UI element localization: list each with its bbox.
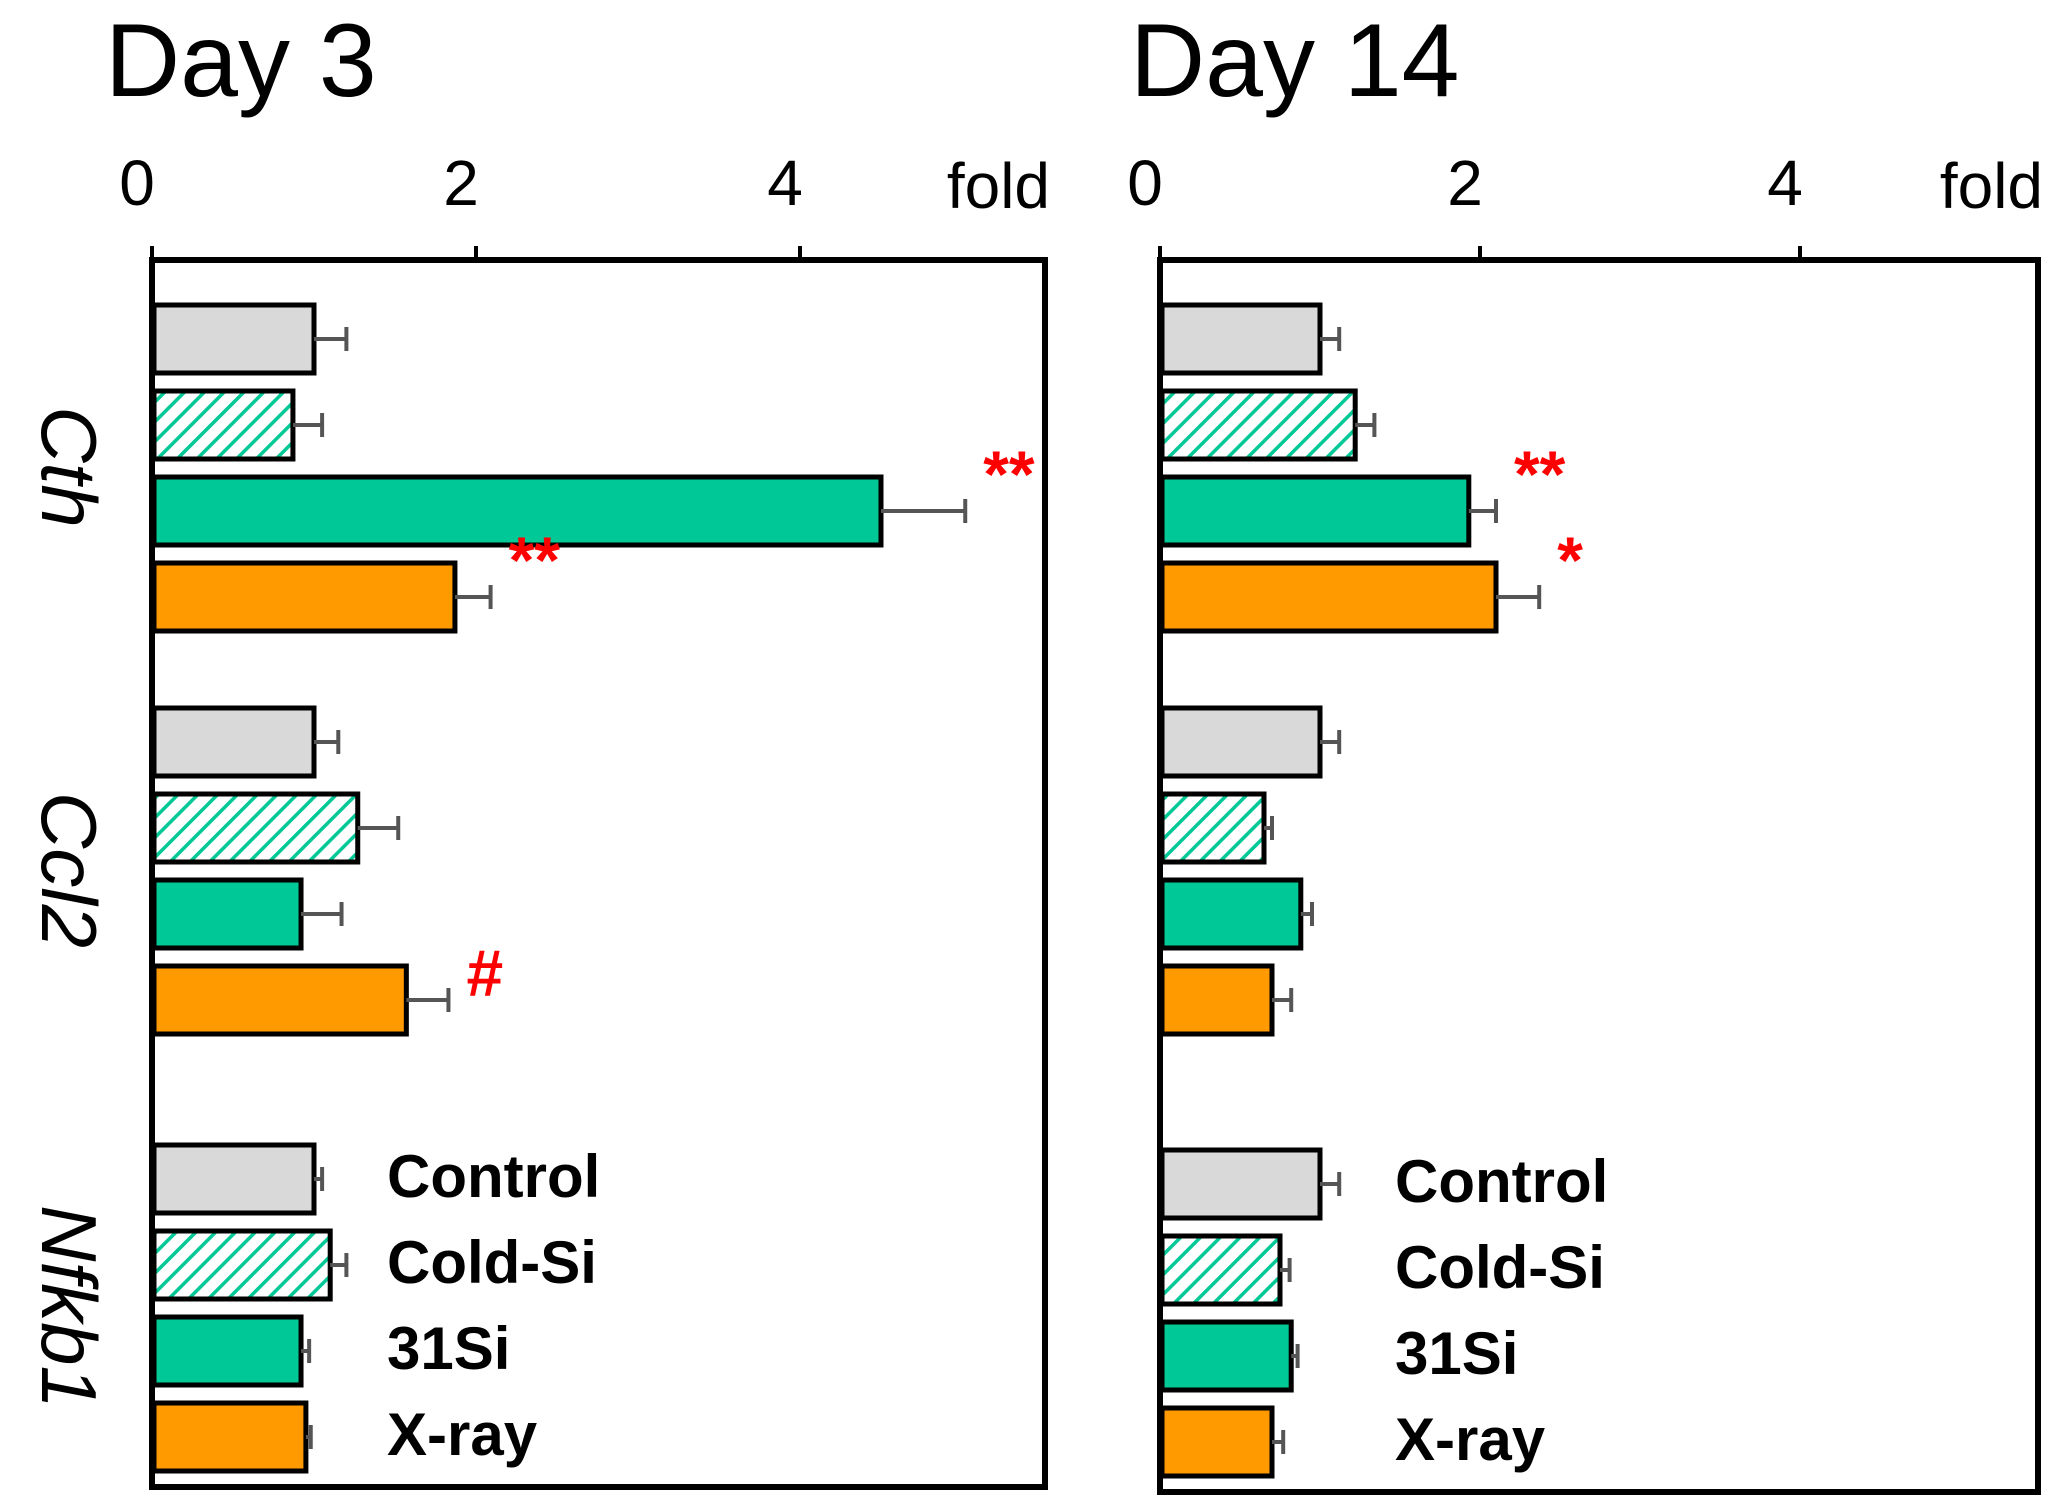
- bar: [1159, 1147, 1323, 1221]
- legend-label: 31Si: [387, 1315, 510, 1382]
- x-tick-label: 4: [1767, 147, 1803, 219]
- x-tick-label: 0: [119, 147, 155, 219]
- bar: [151, 963, 409, 1037]
- gene-label: Nfkb1: [25, 1205, 113, 1409]
- panel-1: Day 3 0 2 4 fold Cth ** ** Ccl2 # Nfkb1 Control Cold…: [25, 3, 1050, 1490]
- bar: [151, 388, 296, 462]
- significance-marker: **: [983, 437, 1035, 511]
- bar: [1159, 963, 1275, 1037]
- plot-frame: [149, 257, 1048, 1490]
- x-axis-label: fold: [947, 150, 1050, 222]
- significance-marker: #: [466, 936, 503, 1010]
- bar: [151, 1142, 317, 1216]
- bar: [151, 1400, 309, 1474]
- bar: [1159, 560, 1499, 634]
- legend-label: 31Si: [1395, 1320, 1518, 1387]
- legend-label: X-ray: [387, 1401, 538, 1468]
- legend-label: Cold-Si: [387, 1229, 597, 1296]
- bar: [151, 474, 884, 548]
- x-axis-label: fold: [1940, 150, 2043, 222]
- bar: [151, 302, 317, 376]
- bar: [1159, 705, 1323, 779]
- bar: [1159, 388, 1358, 462]
- bar: [151, 791, 361, 865]
- panel-title: Day 14: [1130, 3, 1460, 119]
- significance-marker: *: [1557, 523, 1583, 597]
- significance-marker: **: [509, 523, 561, 597]
- x-tick-label: 2: [443, 147, 479, 219]
- bar: [151, 877, 304, 951]
- bar: [1159, 1405, 1275, 1479]
- x-tick-label: 4: [767, 147, 803, 219]
- bar: [1159, 302, 1323, 376]
- plot-frame: [1157, 257, 2041, 1495]
- x-tick-label: 2: [1447, 147, 1483, 219]
- significance-marker: **: [1514, 437, 1566, 511]
- bar: [151, 1314, 304, 1388]
- panel-title: Day 3: [105, 3, 377, 119]
- bar: [1159, 791, 1267, 865]
- bar: [151, 560, 458, 634]
- legend-label: Cold-Si: [1395, 1234, 1605, 1301]
- legend-label: Control: [1395, 1148, 1608, 1215]
- legend-label: X-ray: [1395, 1406, 1546, 1473]
- bar: [1159, 1319, 1294, 1393]
- bar: [1159, 877, 1304, 951]
- bar: [151, 1228, 333, 1302]
- bar: [151, 705, 317, 779]
- gene-label: Cth: [25, 406, 113, 527]
- legend-label: Control: [387, 1143, 600, 1210]
- bar: [1159, 474, 1472, 548]
- gene-label: Ccl2: [25, 792, 113, 948]
- bar: [1159, 1233, 1283, 1307]
- x-tick-label: 0: [1127, 147, 1163, 219]
